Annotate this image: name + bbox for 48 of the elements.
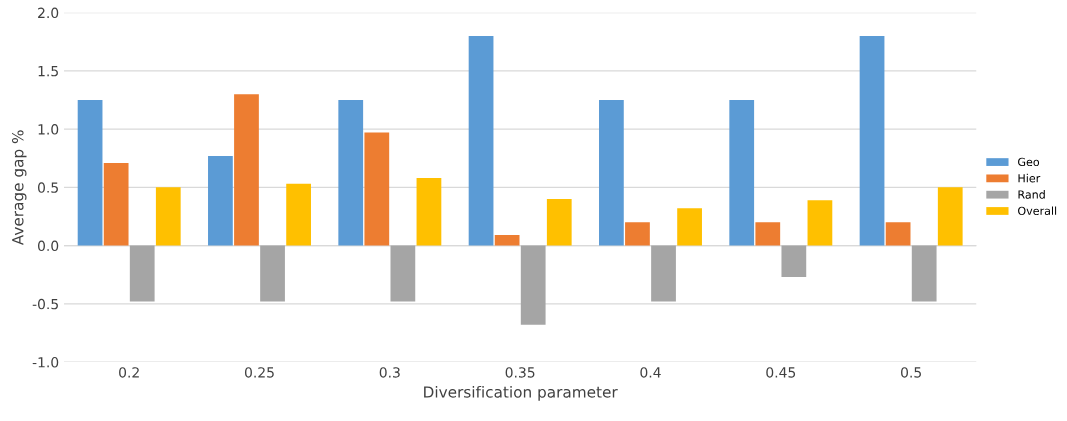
bar: [677, 208, 702, 246]
bar: [416, 178, 442, 246]
bar: [520, 245, 546, 325]
bar: [807, 200, 833, 246]
y-tick-label: 0.5: [37, 182, 58, 193]
bar: [468, 35, 494, 246]
y-tick-label: 2.0: [38, 7, 59, 19]
x-tick-label: 0.2: [119, 367, 139, 378]
bar: [286, 183, 311, 246]
bar: [260, 245, 285, 302]
bar: [494, 235, 520, 246]
x-tick-label: 0.3: [379, 367, 400, 378]
x-tick-label: 0.25: [244, 367, 274, 378]
bar: [77, 99, 103, 246]
x-tick-label: 0.35: [505, 367, 535, 378]
bar: [625, 222, 650, 246]
bar: [155, 187, 181, 246]
legend-label: Overall: [1018, 206, 1057, 216]
x-tick-label: 0.4: [640, 367, 661, 378]
bar: [234, 94, 259, 246]
bar: [911, 245, 937, 302]
legend-label: Geo: [1018, 157, 1040, 167]
bar: [729, 99, 755, 246]
bar: [885, 222, 911, 246]
y-tick-label: -0.5: [32, 298, 58, 310]
bar: [651, 245, 676, 302]
y-tick-label: 0.0: [37, 240, 59, 252]
y-tick-label: -1.0: [32, 357, 59, 368]
bar: [781, 245, 807, 278]
bar: [364, 132, 390, 246]
bar: [208, 155, 233, 246]
bar: [129, 245, 155, 302]
legend-label: Rand: [1018, 190, 1045, 199]
bar: [755, 222, 781, 246]
bar: [546, 198, 572, 246]
bar: [390, 245, 416, 302]
x-axis-title: Diversification parameter: [424, 385, 618, 401]
x-tick-label: 0.45: [766, 367, 796, 378]
bar: [338, 99, 364, 246]
bar: [599, 99, 624, 246]
y-axis-title: Average gap %: [11, 130, 27, 246]
y-tick-label: 1.0: [38, 124, 59, 135]
bar: [103, 162, 129, 246]
bar: [937, 187, 963, 246]
y-tick-label: 1.5: [38, 66, 58, 77]
bar: [859, 35, 885, 246]
x-tick-label: 0.5: [901, 367, 921, 378]
legend-label: Hier: [1018, 173, 1041, 183]
